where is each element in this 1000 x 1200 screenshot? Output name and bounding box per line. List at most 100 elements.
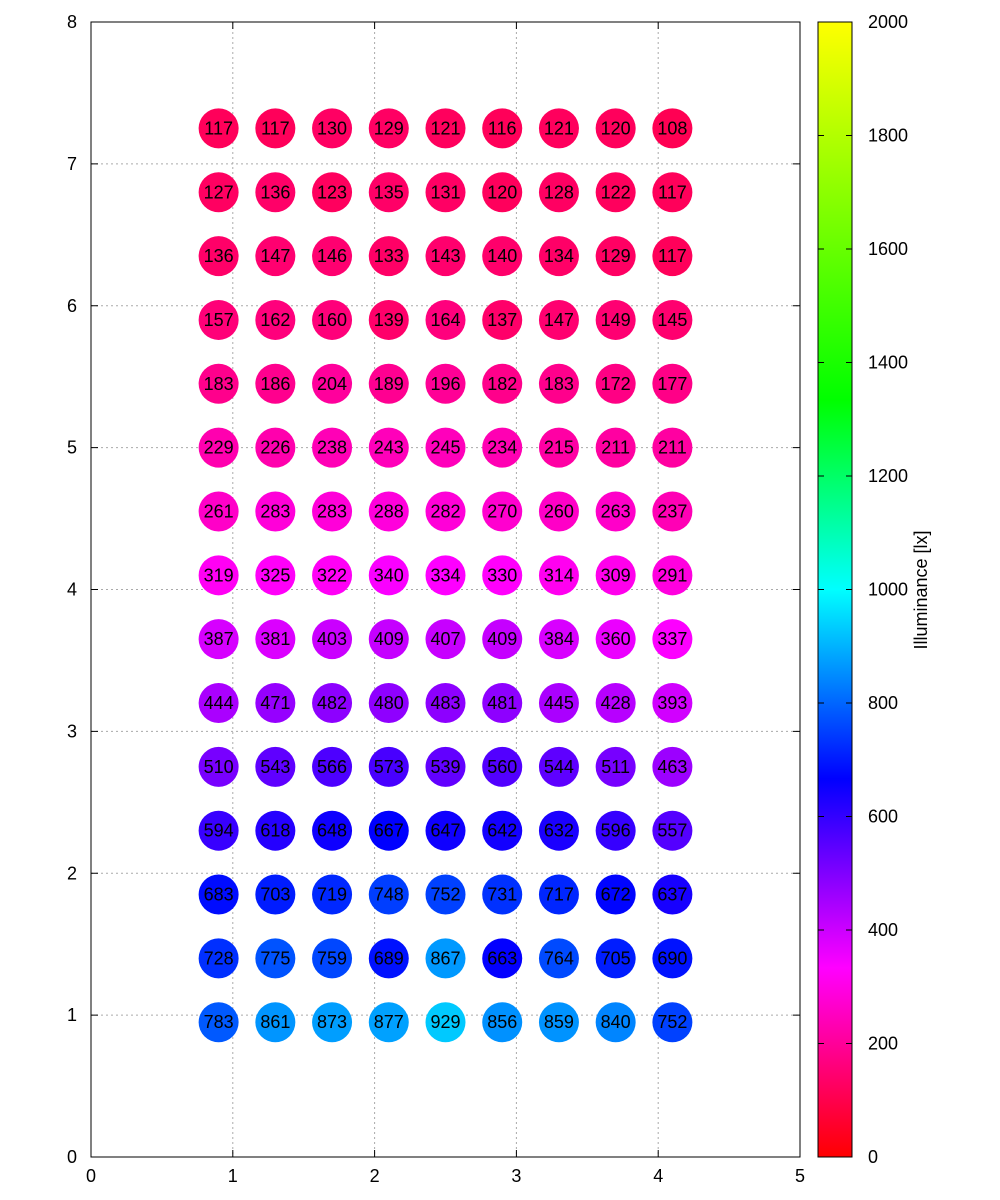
data-point-label: 384: [544, 629, 574, 649]
data-point: [482, 746, 523, 787]
data-point-label: 719: [317, 885, 347, 905]
data-point: [652, 746, 693, 787]
data-point: [312, 938, 353, 979]
data-point-label: 929: [430, 1012, 460, 1032]
data-point-label: 672: [601, 885, 631, 905]
data-point-label: 314: [544, 565, 574, 585]
data-point: [595, 172, 636, 213]
colorbar-tick-label: 1800: [868, 126, 908, 146]
data-point-label: 877: [374, 1012, 404, 1032]
x-tick-label: 4: [653, 1166, 663, 1186]
data-point-label: 234: [487, 438, 517, 458]
data-point-label: 463: [657, 757, 687, 777]
data-point-label: 117: [261, 118, 290, 138]
data-point-label: 752: [430, 885, 460, 905]
data-point-label: 229: [204, 438, 234, 458]
data-point-label: 683: [204, 885, 234, 905]
data-point-label: 334: [430, 565, 460, 585]
data-point-label: 211: [601, 438, 630, 458]
data-point-label: 162: [260, 310, 290, 330]
data-point: [538, 363, 579, 404]
data-point-label: 637: [657, 885, 687, 905]
data-point: [595, 746, 636, 787]
data-point-label: 282: [430, 501, 460, 521]
data-point: [595, 236, 636, 277]
data-point-label: 444: [204, 693, 234, 713]
colorbar-tick-label: 800: [868, 693, 898, 713]
data-point: [425, 108, 466, 149]
data-point-label: 309: [601, 565, 631, 585]
data-point-label: 130: [317, 118, 347, 138]
colorbar-tick-label: 1000: [868, 580, 908, 600]
data-point-label: 136: [260, 182, 290, 202]
data-point: [425, 683, 466, 723]
data-point-label: 177: [657, 374, 687, 394]
data-point: [368, 299, 409, 340]
data-point: [482, 683, 523, 723]
data-point: [482, 555, 523, 596]
data-point: [425, 491, 466, 532]
colorbar-tick-label: 1600: [868, 239, 908, 259]
data-point-label: 873: [317, 1012, 347, 1032]
data-point-label: 481: [487, 693, 517, 713]
data-point-label: 560: [487, 757, 517, 777]
data-point: [538, 619, 579, 660]
data-point-label: 728: [204, 948, 234, 968]
data-point: [312, 427, 353, 468]
y-tick-label: 5: [67, 438, 77, 458]
data-point-label: 122: [601, 182, 631, 202]
data-point: [482, 1002, 523, 1043]
colorbar-tick-label: 1400: [868, 353, 908, 373]
data-point: [482, 363, 523, 404]
y-tick-label: 1: [67, 1005, 77, 1025]
colorbar: 0 200 400 600 800 1000 1200 1400 1600 1800 2000: [817, 12, 908, 1167]
data-point: [652, 491, 693, 532]
data-point-label: 121: [430, 118, 460, 138]
data-point-label: 237: [657, 501, 687, 521]
y-tick-label: 3: [67, 721, 77, 741]
data-point: [652, 108, 693, 149]
data-point: [652, 938, 693, 979]
data-point-label: 186: [260, 374, 290, 394]
data-point-label: 182: [487, 374, 517, 394]
data-point-label: 717: [544, 885, 574, 905]
data-point: [538, 874, 579, 915]
data-point-label: 291: [657, 565, 687, 585]
data-point: [482, 938, 523, 979]
data-point: [312, 363, 353, 404]
data-point: [255, 746, 296, 787]
data-point-label: 867: [430, 948, 460, 968]
data-point-label: 131: [430, 182, 460, 202]
data-point: [482, 874, 523, 915]
data-point: [312, 172, 353, 213]
data-point-label: 129: [374, 118, 404, 138]
data-point-label: 859: [544, 1012, 574, 1032]
data-point-label: 147: [544, 310, 574, 330]
data-point-label: 183: [204, 374, 234, 394]
data-point: [538, 683, 579, 723]
data-point-label: 196: [430, 374, 460, 394]
data-point-label: 482: [317, 693, 347, 713]
data-point-label: 139: [374, 310, 404, 330]
data-point: [312, 236, 353, 277]
data-point-label: 108: [657, 118, 687, 138]
data-point: [312, 810, 353, 851]
data-point: [595, 938, 636, 979]
data-point: [255, 874, 296, 915]
data-point: [368, 1002, 409, 1043]
data-point-label: 160: [317, 310, 347, 330]
data-point-label: 149: [601, 310, 631, 330]
data-point: [482, 619, 523, 660]
data-point-label: 157: [204, 310, 234, 330]
data-point: [255, 491, 296, 532]
data-point: [198, 108, 239, 149]
data-point-label: 116: [488, 118, 517, 138]
data-point-label: 135: [374, 182, 404, 202]
data-point: [482, 427, 523, 468]
data-point-label: 618: [260, 821, 290, 841]
colorbar-tick-label: 2000: [868, 12, 908, 32]
data-point: [255, 683, 296, 723]
y-tick-label: 4: [67, 580, 77, 600]
data-point-label: 146: [317, 246, 347, 266]
data-point: [425, 1002, 466, 1043]
